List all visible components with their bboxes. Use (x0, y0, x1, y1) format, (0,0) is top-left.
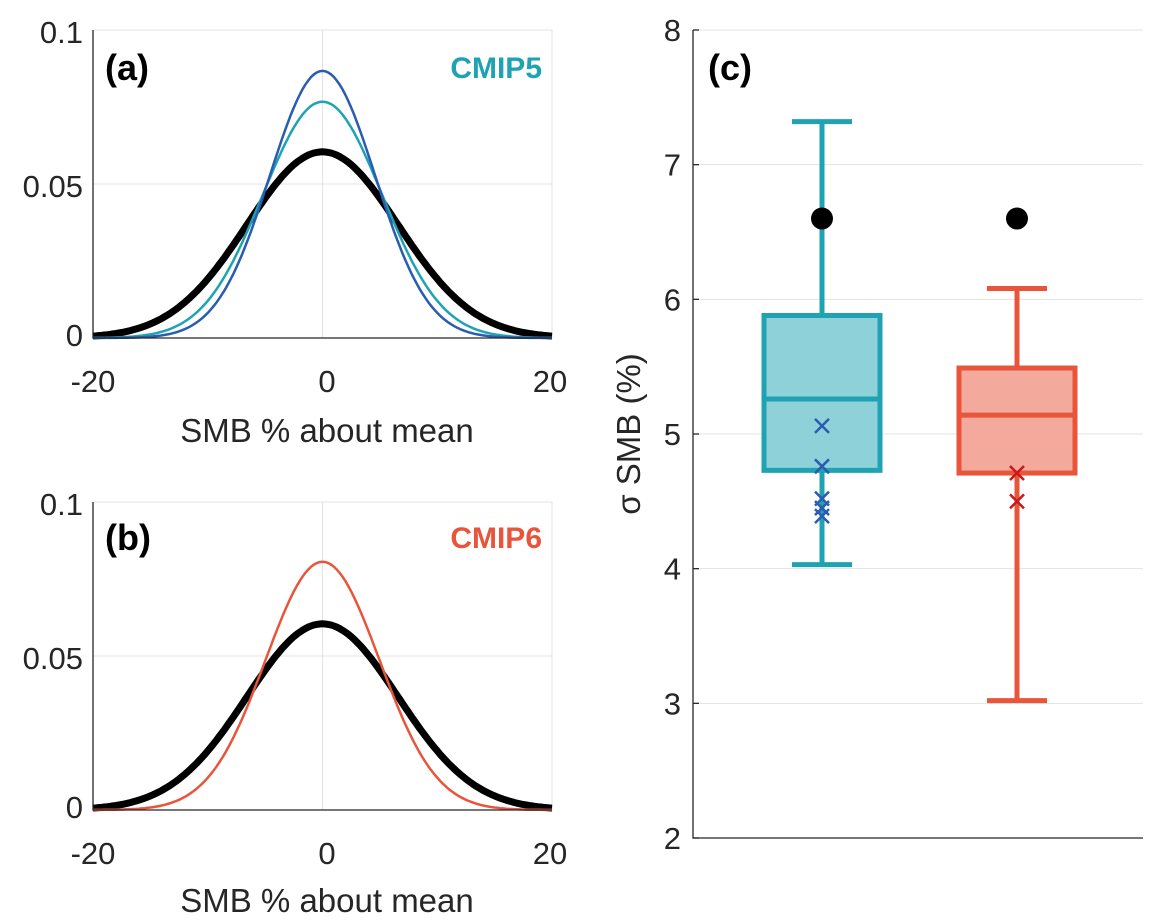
panel-b-axes (92, 502, 552, 811)
panel-a-xtick-0: 0 (318, 364, 335, 399)
panel-b-annotation: CMIP6 (450, 522, 542, 555)
model-marker (814, 458, 830, 475)
model-marker (1009, 465, 1025, 481)
model-marker (814, 418, 830, 434)
panel-b-ytick-0.05: 0.05 (23, 641, 83, 676)
pdf-curve-0 (92, 620, 553, 812)
panel-c-ytick-3: 3 (664, 686, 681, 721)
panel-a-ytick-0.05: 0.05 (23, 169, 83, 204)
panel-b-curves (92, 560, 553, 812)
panel-b-ytick-0: 0 (66, 790, 83, 825)
panel-b-xtick-0: 0 (318, 836, 335, 871)
iqr-box (956, 365, 1078, 476)
panel-c-yticks: 2 3 4 5 6 7 8 (664, 13, 699, 856)
panel-c-ytick-4: 4 (664, 552, 681, 587)
panel-c-label: (c) (708, 47, 752, 88)
panel-a-axes (92, 30, 552, 339)
pdf-curve-0 (92, 148, 553, 340)
panel-c-ytick-7: 7 (664, 148, 681, 183)
pdf-curve-1 (93, 560, 552, 812)
panel-a-xlabel: SMB % about mean (180, 412, 474, 449)
panel-b: 0 0.05 0.1 -20 0 20 SMB % about mean (b)… (23, 487, 568, 919)
model-marker (1009, 493, 1025, 510)
panel-b-ytick-0.1: 0.1 (40, 487, 83, 522)
box-0 (761, 119, 883, 568)
panel-c-ytick-6: 6 (664, 282, 681, 317)
panel-c-ytick-2: 2 (664, 821, 681, 856)
pdf-curve-1 (92, 100, 553, 340)
model-marker (814, 508, 830, 525)
panel-a-ytick-0: 0 (66, 318, 83, 353)
panel-c-boxes (761, 119, 1078, 704)
panel-c: 2 3 4 5 6 7 8 (c) σ SMB (%) (610, 13, 1143, 856)
panel-b-xtick-20: 20 (533, 836, 567, 871)
panel-b-xlabel: SMB % about mean (180, 882, 474, 919)
panel-a-label: (a) (105, 47, 149, 88)
reference-dot (811, 207, 833, 230)
panel-a-xtick-20: 20 (533, 364, 567, 399)
panel-b-xtick--20: -20 (71, 836, 116, 871)
panel-c-ytick-8: 8 (664, 13, 681, 48)
reference-dot (1006, 207, 1028, 230)
panel-c-ytick-5: 5 (664, 417, 681, 452)
panel-a-xtick--20: -20 (71, 364, 116, 399)
panel-a: 0 0.05 0.1 -20 0 20 SMB % about mean (a)… (23, 15, 568, 449)
panel-c-ylabel: σ SMB (%) (610, 353, 647, 515)
panel-a-ytick-0.1: 0.1 (40, 15, 83, 50)
box-1 (956, 207, 1078, 704)
panel-a-curves (92, 69, 553, 340)
panel-a-annotation: CMIP5 (450, 52, 542, 85)
panel-b-label: (b) (105, 517, 151, 558)
iqr-box (761, 312, 883, 473)
pdf-curve-2 (93, 69, 552, 340)
